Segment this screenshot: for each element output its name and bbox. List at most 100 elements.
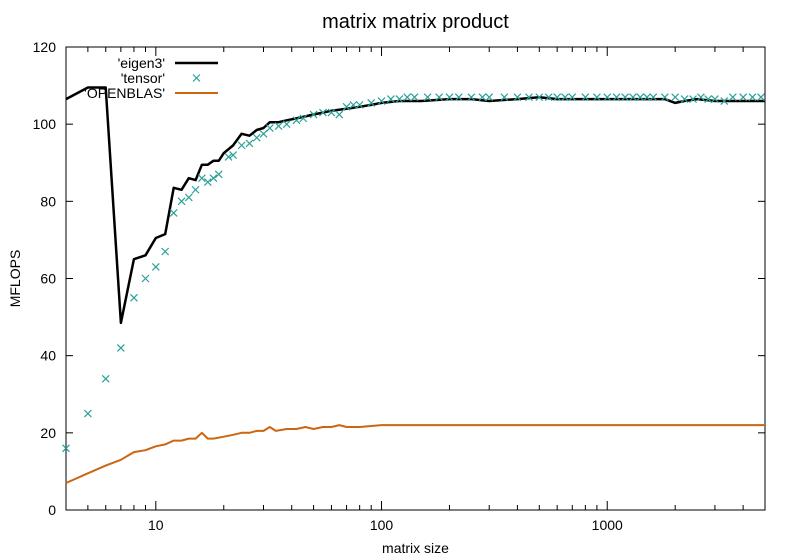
data-point [237, 141, 246, 150]
data-point [649, 93, 658, 102]
series-0 [65, 86, 765, 325]
data-point [485, 93, 494, 102]
y-tick-label: 0 [48, 502, 56, 518]
data-point [500, 93, 509, 102]
x-tick-label: 10 [148, 517, 164, 533]
data-point [292, 116, 301, 125]
data-point [757, 93, 765, 102]
data-point [629, 93, 637, 102]
data-point [592, 93, 601, 102]
data-point [643, 93, 651, 102]
data-point [581, 93, 590, 102]
data-point [621, 93, 630, 102]
data-point [704, 95, 713, 104]
data-point [386, 95, 395, 104]
y-tick-label: 120 [33, 39, 57, 55]
data-point [435, 93, 444, 102]
legend-swatch [192, 74, 201, 82]
data-point [689, 95, 697, 104]
data-point [191, 185, 200, 194]
data-point [130, 293, 138, 302]
data-point [445, 93, 454, 102]
data-point [62, 444, 70, 453]
data-point [259, 129, 268, 138]
data-point [116, 344, 125, 352]
data-point [184, 193, 193, 202]
data-point [660, 93, 669, 102]
data-point [377, 97, 386, 105]
legend-item: 'eigen3' [118, 55, 218, 71]
data-point [636, 93, 645, 102]
data-point [478, 93, 487, 102]
data-point [680, 95, 689, 104]
x-tick-label: 100 [370, 517, 394, 533]
y-axis-title: MFLOPS [7, 250, 23, 308]
data-point [720, 97, 729, 105]
legend-label: 'OPENBLAS' [84, 85, 165, 101]
data-point [739, 93, 748, 102]
y-tick-label: 40 [40, 348, 56, 364]
x-axis-title: matrix size [382, 540, 449, 556]
data-point [203, 178, 212, 186]
y-tick-label: 20 [40, 425, 56, 441]
data-point [245, 139, 254, 148]
legend-label: 'tensor' [121, 70, 165, 86]
data-point [282, 120, 291, 129]
series-1 [62, 93, 765, 453]
y-tick-label: 60 [40, 271, 56, 287]
data-point [603, 93, 612, 102]
data-point [728, 93, 737, 102]
data-point [141, 274, 150, 283]
data-point [568, 93, 577, 102]
data-point [169, 208, 178, 217]
data-point [367, 99, 376, 107]
data-point [711, 95, 719, 104]
x-axis: 10 100 1000 [65, 47, 766, 533]
data-point [748, 93, 757, 102]
data-point [229, 151, 238, 159]
series-line [65, 86, 765, 325]
series-2 [65, 424, 765, 484]
data-point [335, 110, 344, 119]
data-point [224, 153, 233, 161]
data-point [151, 263, 160, 271]
legend-item: 'tensor' [121, 70, 201, 86]
data-point [349, 100, 358, 109]
data-point [214, 170, 223, 179]
x-tick-label: 1000 [592, 517, 623, 533]
data-point [410, 93, 419, 102]
series-layer [62, 86, 765, 484]
data-point [553, 93, 562, 102]
data-point [274, 122, 283, 131]
data-point [612, 93, 621, 102]
legend-label: 'eigen3' [118, 55, 165, 71]
data-point [395, 95, 404, 104]
data-point [561, 93, 569, 102]
data-point [209, 174, 218, 183]
data-point [355, 100, 364, 109]
data-point [671, 93, 680, 102]
data-point [327, 108, 336, 117]
plot-frame [65, 46, 766, 511]
y-tick-label: 80 [40, 193, 56, 209]
data-point [454, 93, 463, 102]
data-point [467, 93, 476, 102]
data-point [252, 133, 261, 142]
data-point [403, 93, 412, 102]
data-point [696, 93, 705, 102]
data-point [513, 93, 522, 102]
data-point [161, 247, 170, 256]
data-point [319, 108, 327, 117]
data-point [299, 114, 308, 123]
data-point [197, 174, 206, 183]
y-tick-label: 100 [33, 116, 57, 132]
data-point [309, 110, 318, 119]
legend: 'eigen3''tensor''OPENBLAS' [84, 55, 218, 101]
data-point [342, 102, 351, 111]
data-point [423, 93, 432, 102]
data-point [265, 124, 274, 132]
legend-item: 'OPENBLAS' [84, 85, 218, 101]
data-point [535, 93, 544, 102]
data-point [525, 93, 533, 102]
